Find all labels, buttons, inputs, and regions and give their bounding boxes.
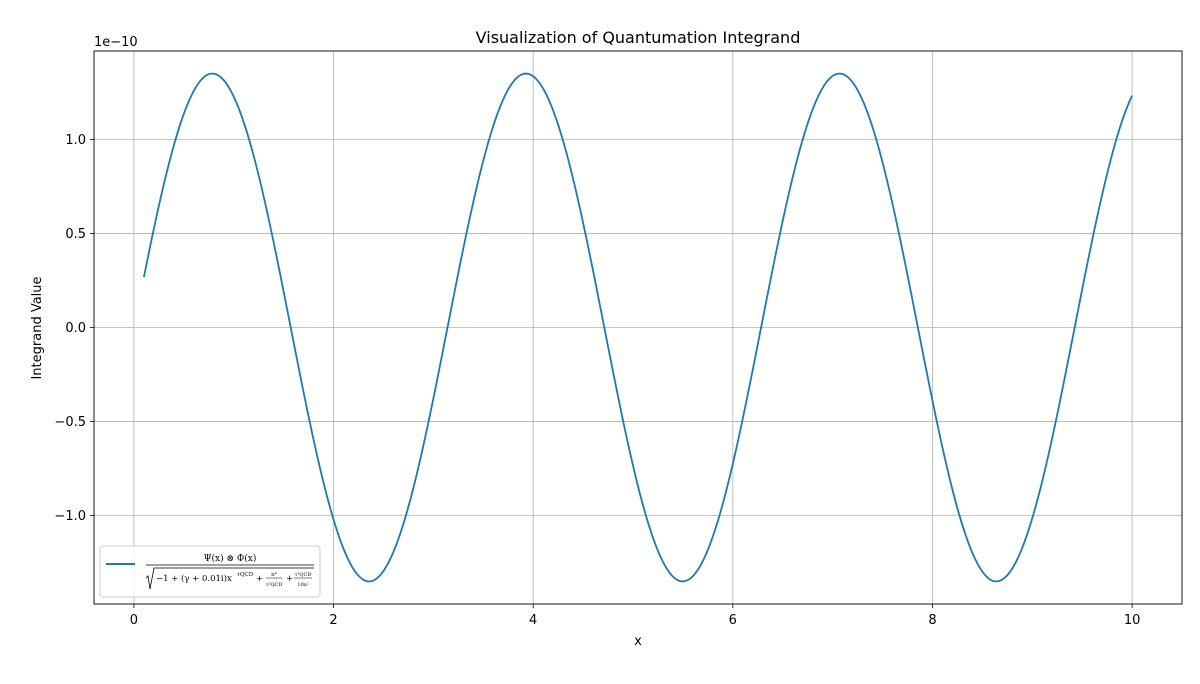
y-axis-label: Integrand Value — [30, 276, 45, 379]
legend-plus-2: + — [286, 574, 293, 584]
y-tick-label: −1.0 — [54, 509, 86, 524]
series-layer — [143, 72, 1133, 583]
x-tick-label: 8 — [928, 613, 936, 628]
x-tick-label: 10 — [1124, 613, 1141, 628]
chart-title: Visualization of Quantumation Integrand — [476, 28, 801, 47]
legend-numerator: Ψ(x) ⊗ Φ(x) — [204, 553, 257, 564]
legend: Ψ(x) ⊗ Φ(x) −1 + (γ + 0.01i)x τQCD + π² … — [99, 545, 321, 598]
series-line — [143, 72, 1133, 583]
x-tick-label: 2 — [329, 613, 337, 628]
x-tick-label: 4 — [529, 613, 537, 628]
x-tick-label: 0 — [130, 613, 138, 628]
y-tick-label: 1.0 — [65, 133, 86, 148]
y-tick-label: 0.0 — [65, 321, 86, 336]
x-tick-label: 6 — [729, 613, 737, 628]
y-tick-label: −0.5 — [54, 415, 86, 430]
legend-sqrt-sign — [145, 567, 314, 590]
legend-denominator-pre: −1 + (γ + 0.01i)x — [156, 573, 232, 584]
legend-denominator-exp: τQCD — [237, 572, 254, 578]
grid — [94, 51, 1182, 604]
x-axis-label: x — [634, 634, 642, 649]
legend-frame — [99, 545, 321, 598]
ticks: 0 2 4 6 8 10 −1.0 −0.5 0.0 0.5 1.0 — [54, 133, 1140, 628]
y-tick-label: 0.5 — [65, 227, 86, 242]
legend-frac1-den: τ²QCD — [266, 582, 283, 588]
legend-frac2-num: τ³QCD — [295, 572, 312, 578]
legend-frac2-den: 10x² — [297, 582, 308, 588]
y-offset-text: 1e−10 — [94, 35, 138, 50]
legend-frac1-num: π² — [271, 571, 277, 578]
legend-plus-1: + — [256, 574, 263, 584]
